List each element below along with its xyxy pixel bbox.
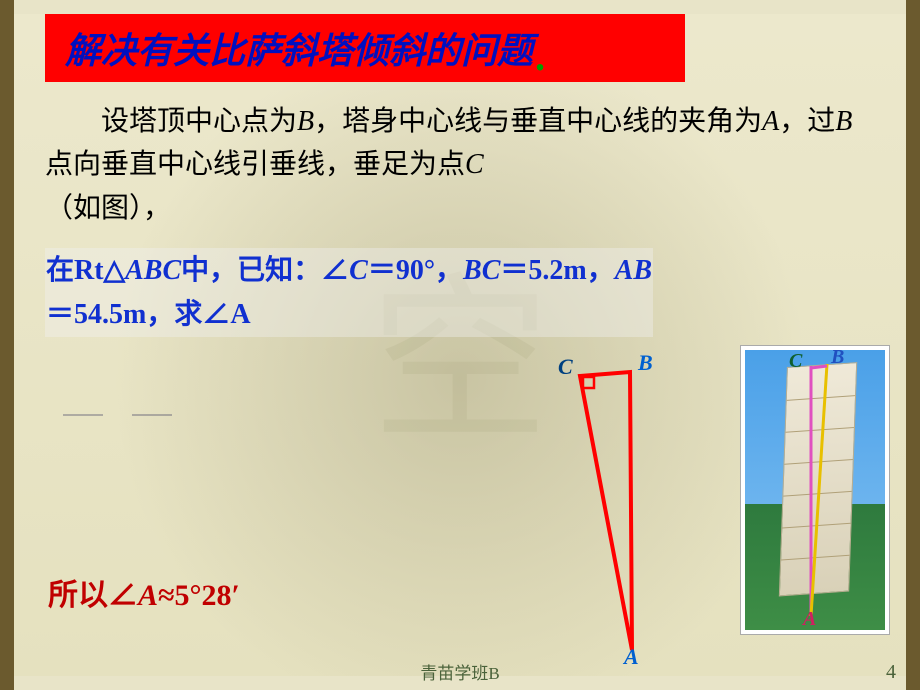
tower-label-b: B bbox=[831, 346, 844, 369]
tri-label-c: C bbox=[558, 354, 573, 380]
triangle-diagram: C B A bbox=[560, 360, 720, 660]
p2-eq1: ＝90°， bbox=[368, 255, 463, 286]
p1-seg1: 设塔顶中心点为 bbox=[101, 106, 297, 137]
p2-AB: AB bbox=[615, 255, 652, 286]
p1-seg2: ，塔身中心线与垂直中心线的夹角为 bbox=[314, 106, 762, 137]
tower-label-c: C bbox=[789, 350, 802, 373]
p1-B2: B bbox=[835, 106, 852, 137]
p1-seg5: （如图）， bbox=[45, 193, 171, 224]
right-angle-mark bbox=[583, 377, 594, 388]
tri-label-b: B bbox=[638, 350, 653, 376]
faded-working bbox=[55, 345, 180, 496]
p2-highlight: 在Rt△ABC中，已知：∠C＝90°，BC＝5.2m，AB ＝54.5m，求∠A bbox=[45, 248, 653, 337]
title-text: 解决有关比萨斜塔倾斜的问题 bbox=[65, 22, 533, 74]
p2-eq2: ＝5.2m， bbox=[500, 255, 614, 286]
p2-BC: BC bbox=[463, 255, 500, 286]
tower-overlay-lines bbox=[741, 346, 890, 635]
title-dot: . bbox=[535, 33, 545, 80]
tower-photo: C B A bbox=[740, 345, 890, 635]
p2-ABC: ABC bbox=[125, 255, 181, 286]
p1-C: C bbox=[465, 149, 484, 180]
tower-label-a: A bbox=[803, 608, 816, 631]
paragraph-2: 在Rt△ABC中，已知：∠C＝90°，BC＝5.2m，AB ＝54.5m，求∠A bbox=[45, 248, 865, 337]
title-box: 解决有关比萨斜塔倾斜的问题 . bbox=[45, 14, 685, 82]
answer-pre: 所以∠ bbox=[48, 579, 138, 612]
body-text: 设塔顶中心点为B，塔身中心线与垂直中心线的夹角为A，过B点向垂直中心线引垂线，垂… bbox=[45, 100, 865, 345]
paragraph-1: 设塔顶中心点为B，塔身中心线与垂直中心线的夹角为A，过B点向垂直中心线引垂线，垂… bbox=[45, 100, 865, 230]
p2-eq3: ＝54.5m，求∠A bbox=[46, 299, 251, 330]
p1-seg4: 点向垂直中心线引垂线，垂足为点 bbox=[45, 149, 465, 180]
answer-line: 所以∠A≈5°28′ bbox=[48, 570, 240, 614]
p1-seg3: ，过 bbox=[779, 106, 835, 137]
triangle-shape bbox=[580, 372, 632, 650]
page-number: 4 bbox=[886, 661, 896, 684]
p2-C: C bbox=[349, 255, 368, 286]
footer-text: 青苗学班B bbox=[0, 659, 920, 684]
p2-mid1: 中，已知：∠ bbox=[181, 255, 349, 286]
p1-B: B bbox=[297, 106, 314, 137]
p2-pre: 在Rt△ bbox=[46, 255, 125, 286]
answer-post: ≈5°28′ bbox=[158, 579, 240, 612]
answer-A: A bbox=[138, 579, 158, 612]
p1-A: A bbox=[762, 106, 779, 137]
